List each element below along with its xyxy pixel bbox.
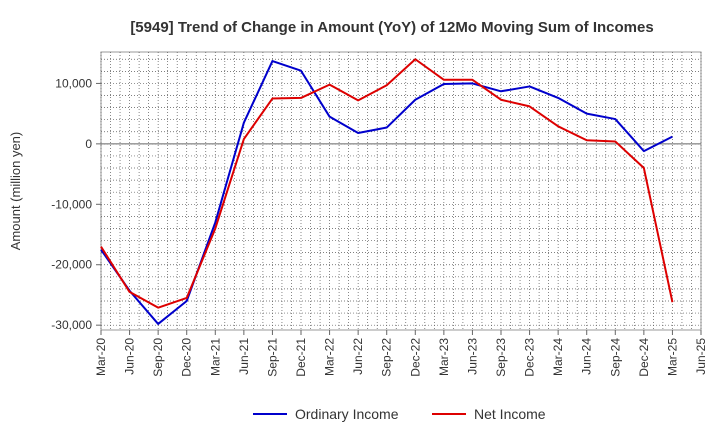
x-tick-label: Sep-21 <box>265 338 279 377</box>
x-tick-label: Sep-23 <box>494 338 508 377</box>
chart-title: [5949] Trend of Change in Amount (YoY) o… <box>130 19 653 36</box>
plot-area <box>100 51 702 331</box>
legend-label-ordinary-income: Ordinary Income <box>295 406 399 422</box>
x-tick-label: Jun-23 <box>465 338 479 375</box>
x-tick-label: Dec-23 <box>523 338 537 377</box>
x-tick-label: Mar-22 <box>323 338 337 376</box>
y-tick-label: -20,000 <box>51 258 92 272</box>
x-tick-label: Jun-21 <box>237 338 251 375</box>
x-tick-label: Mar-20 <box>94 338 108 376</box>
x-tick-label: Mar-23 <box>437 338 451 376</box>
x-tick-label: Mar-24 <box>551 338 565 376</box>
y-tick-label: 10,000 <box>55 76 92 90</box>
y-axis-label: Amount (million yen) <box>8 132 23 251</box>
x-tick-label: Dec-24 <box>637 338 651 377</box>
x-tick-label: Mar-21 <box>208 338 222 376</box>
x-tick-label: Sep-20 <box>151 338 165 377</box>
x-tick-label: Dec-21 <box>294 338 308 377</box>
x-tick-label: Sep-22 <box>380 338 394 377</box>
x-tick-label: Dec-20 <box>180 338 194 377</box>
x-tick-label: Dec-22 <box>408 338 422 377</box>
net-income-line <box>100 58 674 309</box>
x-tick-label: Jun-22 <box>351 338 365 375</box>
legend-label-net-income: Net Income <box>474 406 546 422</box>
x-tick-label: Sep-24 <box>608 338 622 377</box>
x-tick-label: Mar-25 <box>665 338 679 376</box>
x-tick-label: Jun-20 <box>123 338 137 375</box>
y-tick-label: -10,000 <box>51 197 92 211</box>
x-tick-label: Jun-24 <box>580 338 594 375</box>
y-tick-label: 0 <box>85 137 92 151</box>
y-tick-label: -30,000 <box>51 318 92 332</box>
x-tick-label: Jun-25 <box>694 338 708 375</box>
